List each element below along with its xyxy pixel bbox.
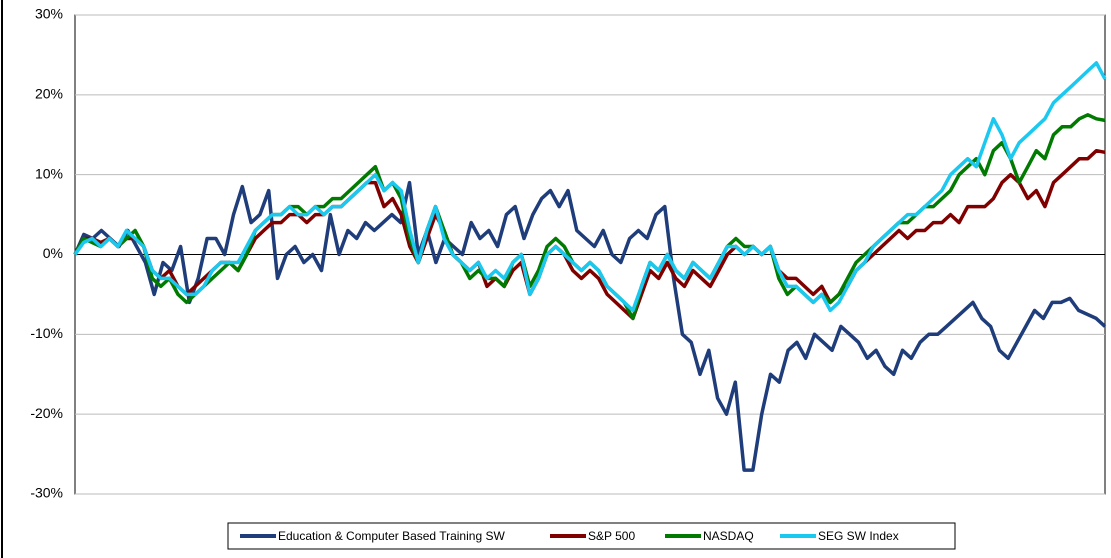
legend-label: NASDAQ (703, 529, 754, 543)
y-tick-label: -30% (30, 485, 63, 501)
legend-box (227, 522, 956, 550)
legend-label: SEG SW Index (818, 529, 899, 543)
y-tick-label: -20% (30, 405, 63, 421)
y-tick-label: 0% (43, 245, 63, 261)
legend-label: Education & Computer Based Training SW (278, 529, 505, 543)
legend: Education & Computer Based Training SW S&… (240, 529, 899, 543)
series-line (73, 180, 1107, 472)
series-line (73, 61, 1107, 313)
legend-label: S&P 500 (588, 529, 635, 543)
y-tick-label: 20% (35, 86, 63, 102)
y-tick-label: -10% (30, 325, 63, 341)
y-tick-label: 10% (35, 165, 63, 181)
y-tick-label: 30% (35, 6, 63, 22)
